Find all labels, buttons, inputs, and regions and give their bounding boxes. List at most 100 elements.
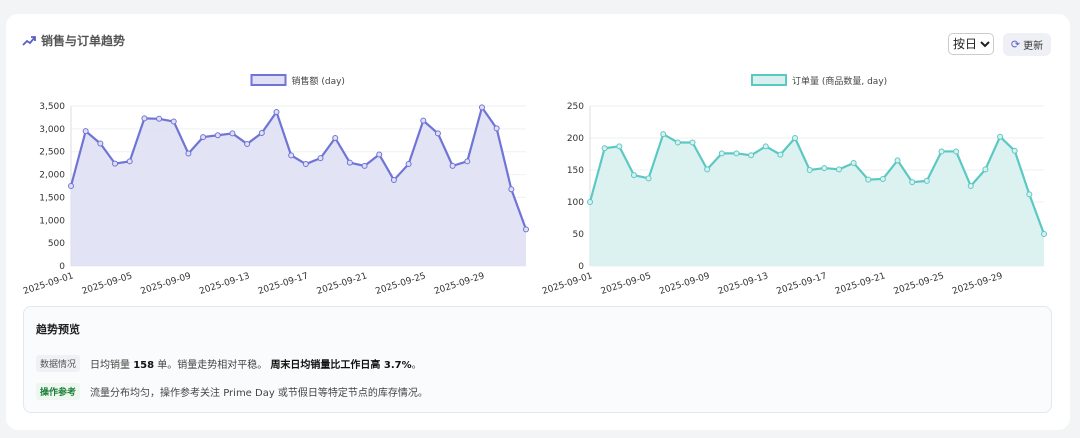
data-point [704,166,711,173]
ops-tag: 操作参考 [36,383,81,400]
data-point [660,131,667,138]
data-point [909,179,916,186]
data-point [361,162,368,169]
y-tick-label: 3,000 [39,125,65,135]
data-point [645,175,652,182]
trend-card: 销售与订单趋势 按日 ⟳ 更新 销售额 (day) 0 500 1,000 1,500 2,… [6,14,1070,430]
data-point [835,166,842,173]
y-tick-label: 0 [59,262,65,272]
data-point [508,186,515,193]
data-point [938,148,945,155]
data-point [434,130,441,137]
data-point [478,104,485,111]
x-tick-label: 2025-09-09 [658,271,711,297]
data-point [112,160,119,167]
data-point [126,158,133,165]
data-point [792,135,799,141]
x-tick-label: 2025-09-25 [893,271,946,297]
data-point [879,175,886,182]
x-tick-label: 2025-09-01 [541,271,594,297]
orders-chart: 订单量 (商品数量, day) 0 50 100 150 200 250 2025-09-01… [541,74,1047,297]
x-tick-label: 2025-09-29 [951,271,1004,297]
y-tick-label: 3,500 [39,102,65,112]
data-point [865,176,872,183]
data-point [1041,231,1047,237]
data-point [748,152,755,159]
data-point [689,139,696,146]
legend-swatch [751,74,787,86]
x-tick-label: 2025-09-13 [717,271,770,297]
data-tag: 数据情况 [36,355,81,372]
data-point [68,183,74,189]
data-point [733,150,740,157]
data-point [493,125,500,132]
x-tick-label: 2025-09-13 [198,271,251,297]
refresh-button[interactable]: ⟳ 更新 [1003,33,1051,56]
x-tick-label: 2025-09-01 [22,271,75,297]
data-point [777,151,784,158]
refresh-icon: ⟳ [1010,39,1021,51]
legend-swatch [250,74,287,86]
data-point [821,165,828,172]
y-tick-label: 250 [567,102,584,112]
trend-preview: 趋势预览 数据情况 日均销量 158 单。销量走势相对平稳。 周末日均销量比工作… [23,306,1052,413]
y-tick-label: 50 [573,230,585,240]
y-tick-label: 2,500 [39,148,65,158]
data-point [332,135,339,141]
data-point [1011,147,1018,154]
y-tick-label: 1,500 [39,193,65,203]
card-title: 销售与订单趋势 [22,32,125,49]
data-point [630,172,637,179]
data-point [806,167,813,173]
y-tick-label: 100 [567,198,584,208]
data-point [258,129,265,136]
y-tick-label: 500 [48,239,65,249]
data-point [923,177,930,184]
data-point [464,158,471,165]
y-tick-label: 200 [567,134,584,144]
data-point [420,117,427,124]
x-tick-label: 2025-09-05 [600,271,653,297]
data-point [288,152,295,159]
data-point [97,140,104,147]
data-point [953,148,960,155]
data-point [894,157,901,164]
x-tick-label: 2025-09-05 [81,271,134,297]
data-point [616,143,623,150]
x-tick-label: 2025-09-17 [257,271,310,297]
data-point [762,143,769,150]
period-select[interactable]: 按日 [948,33,994,55]
data-point [214,132,221,139]
data-point [229,130,236,137]
legend-label: 销售额 (day) [292,75,345,87]
trending-up-icon [22,35,36,46]
preview-title: 趋势预览 [36,323,80,336]
data-point [346,159,353,166]
data-point [200,134,207,141]
x-tick-label: 2025-09-09 [140,271,193,297]
x-tick-label: 2025-09-17 [775,271,828,297]
data-point [317,155,324,162]
data-point [82,128,89,135]
data-point [523,226,529,233]
data-point [1026,191,1033,198]
sales-chart: 销售额 (day) 0 500 1,000 1,500 2,000 2,500 3,000 3,… [22,74,529,297]
data-point [449,162,456,169]
data-point [141,115,148,122]
ops-row: 操作参考 流量分布均匀，操作参考关注 Prime Day 或节假日等特定节点的库… [36,383,428,400]
data-point [997,133,1004,140]
data-row: 数据情况 日均销量 158 单。销量走势相对平稳。 周末日均销量比工作日高 3.… [36,355,422,372]
data-point [718,150,725,157]
data-point [601,145,608,152]
data-point [587,199,593,205]
y-tick-label: 150 [567,166,584,176]
area-fill [590,134,1044,266]
y-tick-label: 0 [578,262,584,272]
x-tick-label: 2025-09-21 [316,271,369,297]
data-point [967,183,974,189]
x-tick-label: 2025-09-21 [834,271,887,297]
data-point [156,115,163,122]
data-point [273,108,280,115]
data-point [376,151,383,158]
y-tick-label: 2,000 [39,171,65,181]
